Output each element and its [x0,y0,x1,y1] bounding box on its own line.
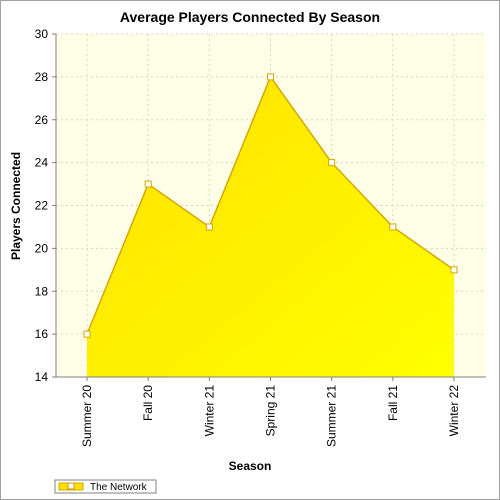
legend-marker [67,482,75,490]
y-tick-label: 16 [35,327,49,341]
y-tick-label: 26 [35,113,49,127]
x-tick-label: Spring 21 [264,385,278,437]
x-tick-label: Winter 21 [202,385,216,437]
x-tick-label: Fall 20 [141,385,155,421]
data-point [205,223,213,231]
legend-label: The Network [90,482,148,493]
data-point [83,330,91,338]
x-axis-title: Season [229,459,272,473]
x-tick-label: Summer 21 [325,385,339,447]
y-tick-label: 28 [35,70,49,84]
area-fill [87,76,454,377]
x-axis-ticks: Summer 20 Fall 20 Winter 21 Spring 21 Summer… [80,377,461,447]
y-axis-title: Players Connected [9,152,23,260]
data-point [267,73,274,81]
y-tick-label: 30 [35,27,49,41]
x-tick-label: Summer 20 [80,385,94,447]
y-tick-label: 18 [35,284,49,298]
y-axis-ticks: 14 16 18 20 22 24 26 28 30 [35,27,56,384]
data-point [389,223,397,231]
chart-title: Average Players Connected By Season [120,9,380,25]
legend: The Network [54,479,157,494]
area-series [83,73,458,377]
y-tick-label: 24 [35,156,49,170]
y-tick-label: 20 [35,241,49,255]
x-tick-label: Fall 21 [386,385,400,421]
data-point [144,180,152,188]
y-tick-label: 22 [35,199,49,213]
x-tick-label: Winter 22 [447,385,461,437]
data-point [450,266,458,274]
data-point [328,159,336,167]
y-tick-label: 14 [35,370,49,384]
